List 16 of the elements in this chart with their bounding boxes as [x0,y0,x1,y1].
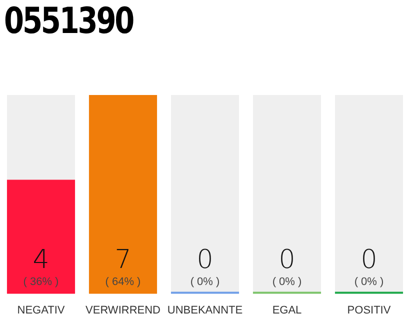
annotation: ( 36% ) [23,276,59,288]
data-label: 0 [360,244,378,275]
data-label: 4 [32,244,50,275]
x-tick-label: NEGATIV [17,304,66,316]
data-label: 0 [278,244,296,275]
x-tick-label: VERWIRREND [86,304,161,316]
annotation: ( 0% ) [272,276,302,288]
annotation: ( 0% ) [190,276,220,288]
data-label: 0 [196,244,214,275]
data-label: 7 [114,244,132,275]
annotation: ( 0% ) [354,276,384,288]
x-tick-label: UNBEKANNTE [167,304,243,316]
annotation: ( 64% ) [105,276,141,288]
chart-title: 0551390 [4,0,134,44]
x-tick-label: EGAL [272,304,302,316]
x-tick-label: POSITIV [347,304,392,316]
